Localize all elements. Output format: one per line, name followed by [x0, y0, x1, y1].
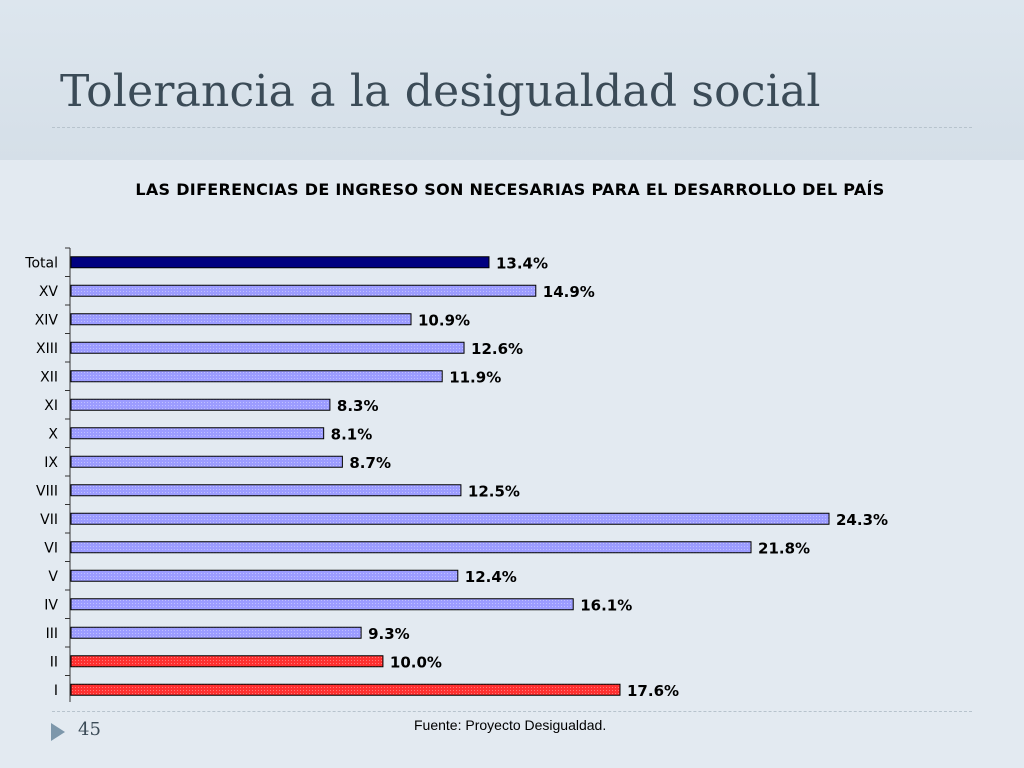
bar-iii: [70, 626, 362, 639]
bar-total: [70, 256, 490, 269]
category-label-xiii: XIII: [36, 341, 58, 357]
footer-divider: [52, 711, 972, 712]
category-label-xi: XI: [44, 398, 58, 414]
category-label-xii: XII: [40, 369, 58, 385]
data-label-ii: 10.0%: [390, 653, 442, 671]
bar-v: [70, 569, 459, 582]
page-number: 45: [78, 719, 101, 740]
category-label-xiv: XIV: [35, 312, 59, 328]
data-label-x: 8.1%: [331, 425, 373, 443]
bar-ix: [70, 455, 343, 468]
data-label-xiii: 12.6%: [471, 340, 523, 358]
bar-iv: [70, 598, 574, 611]
category-label-i: I: [54, 683, 58, 699]
category-label-x: X: [48, 426, 58, 442]
category-label-total: Total: [24, 255, 58, 271]
title-divider: [52, 127, 972, 128]
data-label-vi: 21.8%: [758, 539, 810, 557]
slide-title: Tolerancia a la desigualdad social: [60, 66, 821, 117]
bar-viii: [70, 484, 462, 497]
category-label-iv: IV: [44, 597, 58, 613]
category-label-vii: VII: [40, 512, 58, 528]
data-label-xv: 14.9%: [543, 283, 595, 301]
bar-x: [70, 427, 325, 440]
category-label-ix: IX: [44, 455, 58, 471]
source-note: Fuente: Proyecto Desigualdad.: [414, 717, 607, 733]
bar-xi: [70, 398, 331, 411]
bar-xiv: [70, 313, 412, 326]
bar-xii: [70, 370, 443, 383]
data-label-xii: 11.9%: [449, 368, 501, 386]
category-label-ii: II: [50, 654, 58, 670]
bar-vi: [70, 541, 752, 554]
data-label-viii: 12.5%: [468, 482, 520, 500]
bar-xv: [70, 284, 537, 297]
header-band: [0, 0, 1024, 160]
bar-vii: [70, 512, 830, 525]
data-label-i: 17.6%: [627, 682, 679, 700]
data-label-vii: 24.3%: [836, 511, 888, 529]
data-label-v: 12.4%: [465, 568, 517, 586]
category-label-vi: VI: [44, 540, 58, 556]
data-label-iii: 9.3%: [368, 625, 410, 643]
category-label-iii: III: [46, 626, 58, 642]
data-label-ix: 8.7%: [349, 454, 391, 472]
slide-marker-icon: [51, 723, 65, 741]
chart-title: LAS DIFERENCIAS DE INGRESO SON NECESARIA…: [135, 180, 885, 199]
data-label-iv: 16.1%: [580, 596, 632, 614]
bar-ii: [70, 655, 384, 668]
category-label-xv: XV: [39, 284, 59, 300]
data-label-xiv: 10.9%: [418, 311, 470, 329]
bar-i: [70, 683, 621, 696]
category-label-v: V: [48, 569, 58, 585]
data-label-total: 13.4%: [496, 254, 548, 272]
bar-xiii: [70, 341, 465, 354]
data-label-xi: 8.3%: [337, 397, 379, 415]
category-label-viii: VIII: [36, 483, 58, 499]
bar-chart: 13.4%Total14.9%XV10.9%XIV12.6%XIII11.9%X…: [24, 247, 888, 702]
